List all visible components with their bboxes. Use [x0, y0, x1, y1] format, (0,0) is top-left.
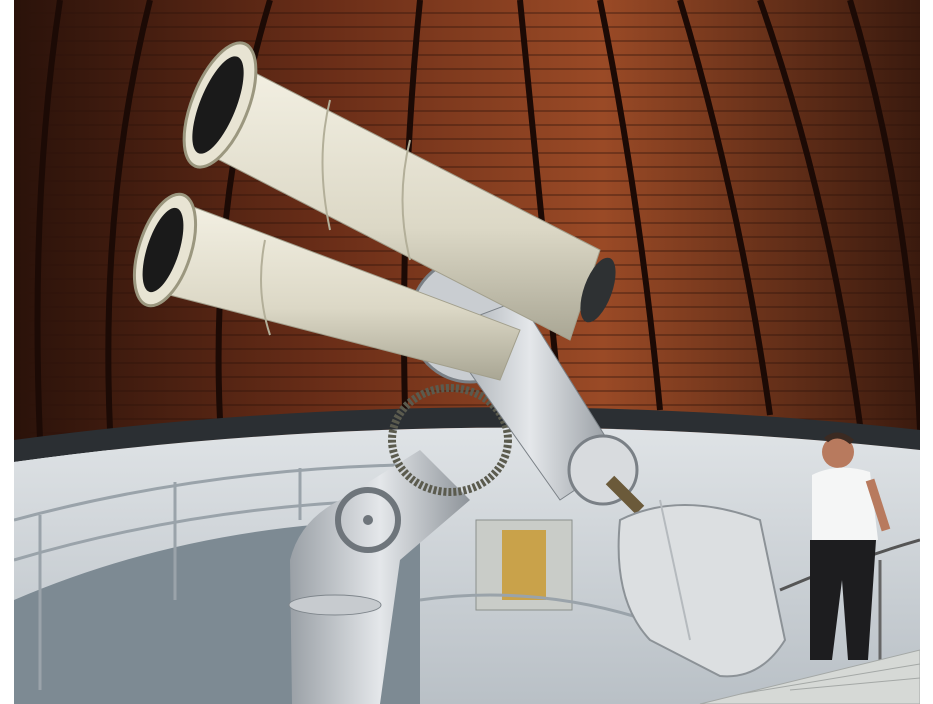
page: {} [0, 0, 933, 704]
scene [14, 0, 920, 704]
photo [0, 0, 933, 704]
door-window [502, 530, 546, 600]
